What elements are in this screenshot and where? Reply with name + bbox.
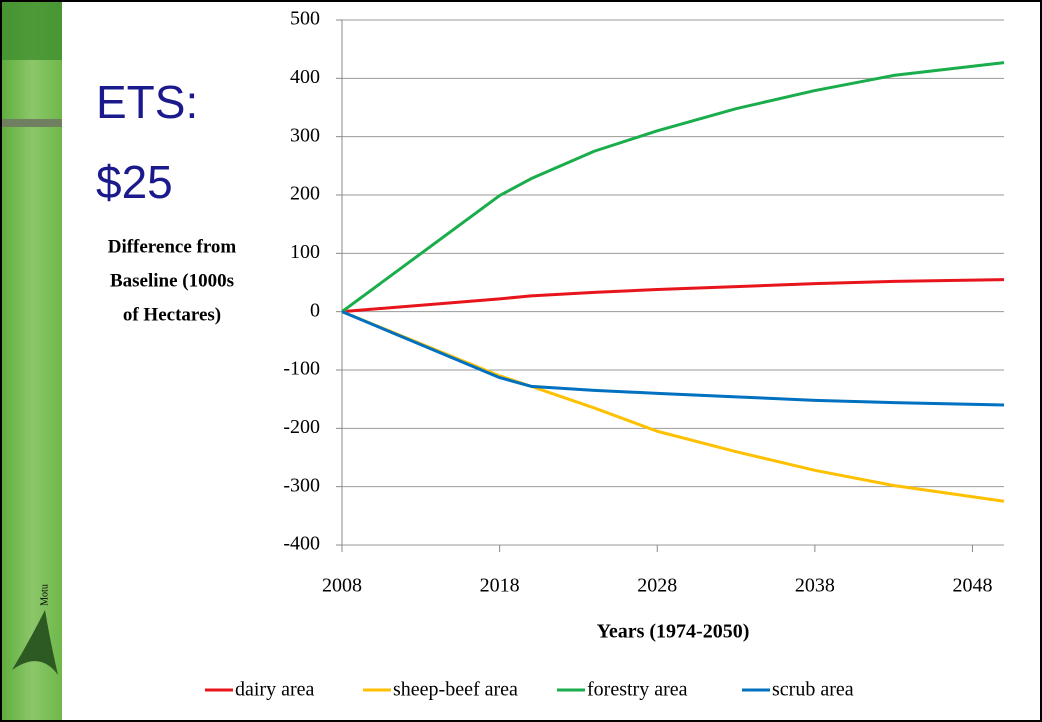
y-tick-label: 100 xyxy=(290,241,320,263)
legend-label: sheep-beef area xyxy=(393,679,518,701)
x-tick-label: 2028 xyxy=(637,575,677,597)
legend-label: dairy area xyxy=(235,679,315,701)
title: $25 xyxy=(96,156,173,208)
y-axis-label: Baseline (1000s xyxy=(110,270,234,291)
sidebar-top xyxy=(2,2,62,60)
series-line xyxy=(341,310,1005,407)
y-tick-label: -300 xyxy=(283,474,320,496)
y-tick-label: 200 xyxy=(290,183,320,205)
logo-mark xyxy=(12,610,58,675)
x-tick-label: 2038 xyxy=(795,575,835,597)
legend-label: scrub area xyxy=(772,679,854,701)
y-tick-label: -400 xyxy=(283,533,320,555)
y-tick-label: 300 xyxy=(290,124,320,146)
title: ETS: xyxy=(96,76,198,128)
y-axis-label: of Hectares) xyxy=(123,304,221,325)
sidebar-band xyxy=(2,119,62,127)
series-line xyxy=(341,278,1005,314)
y-tick-label: -200 xyxy=(283,416,320,438)
x-tick-label: 2048 xyxy=(952,575,992,597)
y-tick-label: 400 xyxy=(290,66,320,88)
y-tick-label: -100 xyxy=(283,358,320,380)
legend-label: forestry area xyxy=(587,679,688,701)
y-tick-label: 0 xyxy=(310,299,320,321)
logo-text: Motu xyxy=(39,584,50,606)
series-line xyxy=(341,61,1005,313)
y-axis-label: Difference from xyxy=(108,236,237,257)
sidebar xyxy=(2,2,62,720)
x-tick-label: 2018 xyxy=(480,575,520,597)
y-tick-label: 500 xyxy=(290,8,320,30)
x-tick-label: 2008 xyxy=(322,575,362,597)
x-axis-label: Years (1974-2050) xyxy=(597,621,750,643)
